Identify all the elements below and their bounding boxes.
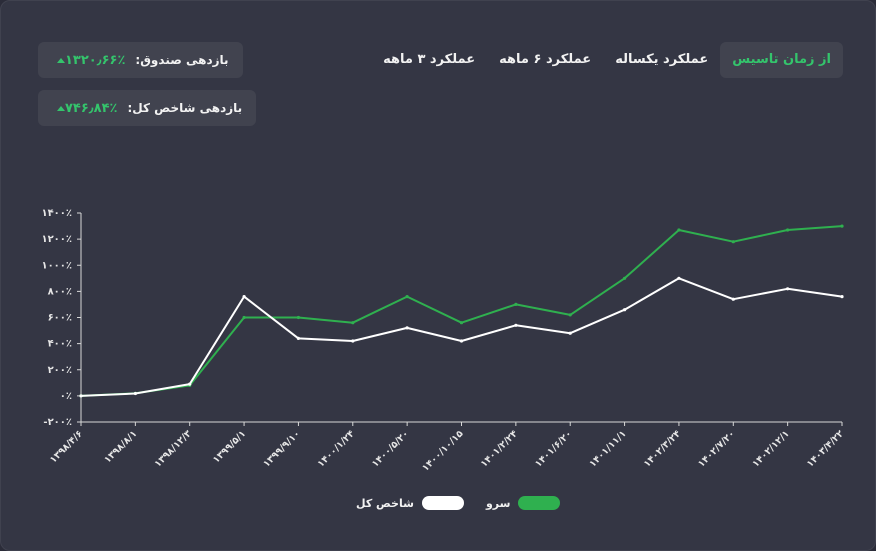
series-point-0 — [405, 295, 409, 299]
index-return-box: بازدهی شاخص کل: ۷۴۶٫۸۴٪ — [38, 90, 257, 126]
x-tick-label: ۱۴۰۲/۳/۲۴ — [642, 428, 684, 470]
x-tick-label: ۱۳۹۹/۹/۱۰ — [261, 428, 302, 469]
series-point-1 — [242, 295, 246, 299]
x-tick-label: ۱۴۰۰/۵/۲۰ — [370, 428, 411, 469]
index-return-label: بازدهی شاخص کل: — [127, 101, 243, 115]
series-point-0 — [623, 276, 627, 280]
fund-return-number: ۱۳۲۰٫۶۶٪ — [65, 52, 126, 68]
series-point-0 — [351, 321, 355, 325]
up-arrow-icon — [57, 105, 65, 111]
series-point-1 — [568, 331, 572, 335]
legend-label-index[interactable]: شاخص کل — [356, 496, 414, 510]
series-point-0 — [677, 228, 681, 232]
y-tick-label: ۱۰۰۰٪ — [41, 260, 72, 271]
up-arrow-icon — [57, 57, 65, 63]
y-tick-label: -۲۰۰٪ — [43, 417, 72, 428]
series-point-1 — [731, 297, 735, 301]
x-tick-label: ۱۴۰۱/۲/۲۴ — [479, 428, 521, 470]
x-tick-label: ۱۳۹۸/۸/۱ — [102, 428, 139, 465]
y-tick-label: ۱۴۰۰٪ — [41, 208, 72, 219]
series-line-0 — [80, 225, 843, 397]
series-point-1 — [296, 336, 300, 340]
series-point-1 — [786, 287, 790, 291]
y-tick-label: ۲۰۰٪ — [48, 365, 72, 376]
y-tick-label: ۰٪ — [60, 391, 72, 402]
legend-label-fund[interactable]: سرو — [485, 496, 511, 510]
series-point-0 — [459, 321, 464, 325]
series-point-1 — [514, 323, 518, 327]
series-point-1 — [623, 308, 627, 312]
x-tick-label: ۱۴۰۳/۴/۲۲ — [805, 428, 847, 470]
x-tick-label: ۱۴۰۱/۶/۲۰ — [533, 428, 574, 469]
y-tick-label: ۶۰۰٪ — [48, 313, 72, 324]
y-tick-label: ۸۰۰٪ — [48, 286, 72, 297]
x-tick-label: ۱۴۰۰/۱۰/۱۵ — [420, 428, 466, 474]
series-point-0 — [242, 315, 246, 320]
tab-six-months[interactable]: عملکرد ۶ ماهه — [499, 52, 592, 67]
series-point-1 — [840, 295, 844, 299]
series-point-1 — [405, 326, 409, 330]
chart-legend: سرو شاخص کل — [356, 496, 561, 510]
fund-return-value: ۱۳۲۰٫۶۶٪ — [52, 53, 125, 68]
index-return-number: ۷۴۶٫۸۴٪ — [65, 100, 118, 116]
x-tick-label: ۱۳۹۹/۵/۱ — [211, 428, 248, 465]
series-point-0 — [296, 315, 300, 320]
fund-return-box: بازدهی صندوق: ۱۳۲۰٫۶۶٪ — [38, 42, 243, 78]
x-tick-label: ۱۳۹۸/۱۲/۳ — [152, 428, 194, 470]
tab-since-inception[interactable]: از زمان تاسیس — [720, 42, 843, 78]
legend-swatch-index — [421, 496, 464, 510]
x-tick-label: ۱۴۰۰/۱/۲۴ — [316, 428, 358, 470]
series-point-1 — [133, 391, 137, 396]
y-tick-label: ۴۰۰٪ — [48, 339, 72, 350]
series-point-1 — [79, 394, 83, 398]
series-point-0 — [731, 240, 735, 244]
x-tick-label: ۱۴۰۲/۷/۲۰ — [696, 428, 737, 469]
fund-return-label: بازدهی صندوق: — [135, 53, 229, 67]
series-point-0 — [514, 302, 518, 306]
series-point-0 — [786, 228, 790, 232]
series-point-1 — [351, 339, 355, 343]
series-point-1 — [188, 382, 192, 386]
legend-swatch-fund — [518, 496, 561, 510]
series-point-1 — [677, 276, 681, 280]
x-tick-label: ۱۳۹۸/۴/۶ — [48, 428, 85, 465]
x-tick-label: ۱۴۰۲/۱۲/۱ — [750, 428, 791, 469]
series-point-1 — [459, 339, 464, 343]
x-tick-label: ۱۴۰۱/۱۱/۱ — [587, 428, 628, 469]
series-point-0 — [840, 224, 844, 228]
y-tick-label: ۱۲۰۰٪ — [41, 234, 72, 245]
index-return-value: ۷۴۶٫۸۴٪ — [52, 101, 117, 116]
tab-one-year[interactable]: عملکرد یکساله — [615, 52, 709, 67]
tab-three-months[interactable]: عملکرد ۳ ماهه — [383, 52, 476, 67]
period-tabs: از زمان تاسیس عملکرد یکساله عملکرد ۶ ماه… — [371, 42, 843, 78]
series-point-0 — [568, 313, 572, 317]
